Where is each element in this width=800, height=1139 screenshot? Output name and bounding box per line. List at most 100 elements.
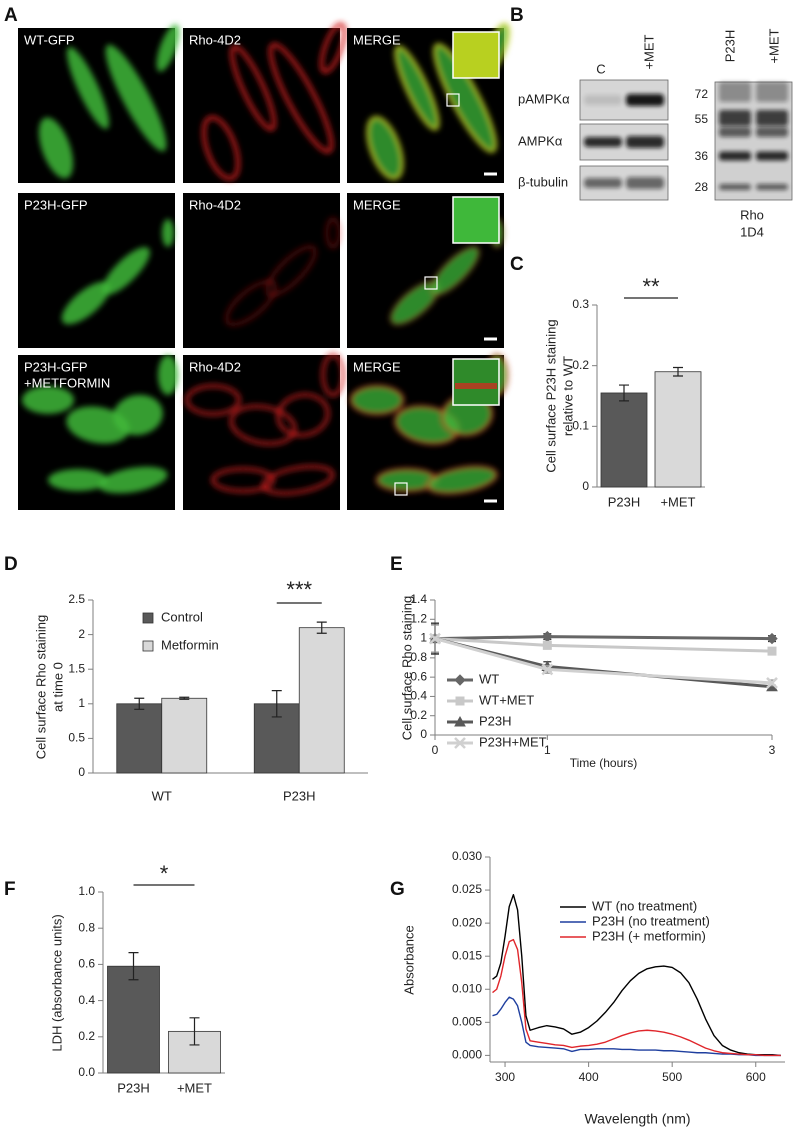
- error-bar: [316, 621, 327, 634]
- legend-marker: [454, 715, 466, 727]
- cells: [38, 24, 180, 179]
- y-tick-label: 0: [420, 727, 427, 741]
- inset-box: [446, 93, 460, 107]
- series-line: [492, 996, 781, 1057]
- bar: [600, 392, 648, 488]
- cell: [394, 45, 440, 131]
- y-tick-label: 0.000: [452, 1048, 482, 1062]
- y-tick-label: 2: [78, 627, 85, 641]
- blot-strip: [579, 123, 669, 161]
- cell: [224, 279, 278, 327]
- legend-marker: [454, 737, 466, 749]
- y-tick-label: 2.5: [68, 592, 85, 606]
- cell: [261, 464, 335, 496]
- y-tick-label: 1.2: [410, 611, 427, 625]
- blot-column-label: P23H: [722, 30, 737, 63]
- cell: [158, 355, 178, 395]
- x-tick-label: WT: [152, 788, 172, 803]
- legend-marker: [455, 696, 465, 706]
- cell: [425, 465, 499, 495]
- cell: [366, 116, 404, 180]
- legend-label: WT (no treatment): [592, 898, 697, 913]
- cell: [102, 247, 150, 295]
- cell: [395, 46, 439, 130]
- image-label: P23H-GFP: [24, 359, 88, 374]
- legend-marker: [454, 674, 466, 686]
- bar: [298, 627, 345, 774]
- blot-row-label: β-tubulin: [518, 174, 568, 189]
- legend-label: Metformin: [161, 637, 219, 652]
- blot-band: [626, 94, 664, 106]
- cells: [61, 219, 174, 325]
- legend-swatch: [142, 612, 154, 624]
- inset: [452, 358, 500, 406]
- series-line: [492, 893, 781, 1057]
- cell: [201, 115, 241, 181]
- bar: [116, 703, 163, 774]
- y-tick-label: 1: [420, 631, 427, 645]
- y-tick-label: 0.010: [452, 981, 482, 995]
- blot-band: [719, 82, 751, 102]
- legend-label: P23H (no treatment): [592, 913, 710, 928]
- panel-letter: E: [390, 554, 403, 575]
- cells: [224, 217, 341, 327]
- cell: [431, 247, 479, 295]
- x-tick-label: 400: [579, 1070, 599, 1084]
- micrograph: [183, 193, 340, 348]
- image-label: Rho-4D2: [189, 359, 241, 374]
- blot-band: [719, 127, 751, 137]
- series-line: [492, 938, 781, 1057]
- y-axis-label: LDH (absorbance units): [49, 914, 64, 1051]
- cell: [229, 404, 297, 446]
- image-label: +METFORMIN: [24, 375, 110, 390]
- y-axis-label: Cell surface Rho staining: [33, 615, 48, 760]
- blot-band: [756, 127, 788, 137]
- cell: [319, 22, 347, 74]
- panel-letter: B: [510, 5, 524, 26]
- cell: [321, 353, 345, 397]
- y-axis-label: Cell surface Rho staining: [399, 596, 414, 741]
- micrograph: [18, 193, 175, 348]
- cell: [433, 43, 497, 153]
- x-axis-label: Time (hours): [570, 756, 638, 770]
- image-label: MERGE: [353, 32, 401, 47]
- marker: [767, 646, 777, 656]
- cell: [211, 467, 275, 493]
- cell: [22, 386, 74, 414]
- error-bar: [134, 697, 145, 710]
- cell: [38, 117, 74, 179]
- x-tick-label: +MET: [177, 1080, 212, 1095]
- cell: [268, 42, 334, 154]
- y-axis-label: Absorbance: [401, 925, 416, 994]
- cells: [349, 353, 509, 495]
- y-axis-label: Cell surface P23H staining: [543, 319, 558, 472]
- error-bar: [179, 696, 190, 700]
- blot-band: [719, 151, 751, 161]
- x-tick-label: 300: [495, 1070, 515, 1084]
- cell: [156, 24, 180, 72]
- blot-band: [584, 95, 622, 105]
- micrograph: [183, 28, 340, 183]
- cell: [113, 394, 163, 436]
- blot-band: [626, 136, 664, 148]
- legend-label: WT+MET: [479, 692, 534, 707]
- inset: [452, 196, 500, 244]
- legend-label: P23H: [479, 713, 512, 728]
- marker-label: 36: [695, 149, 709, 163]
- cell: [229, 44, 277, 132]
- blot-column-label: +MET: [641, 34, 656, 69]
- blot-row-label: pAMPKα: [518, 91, 570, 106]
- error-bar: [619, 384, 629, 402]
- y-tick-label: 0.3: [572, 297, 589, 311]
- y-tick-label: 1.0: [78, 884, 95, 898]
- panel-letter: G: [390, 879, 405, 900]
- panel-letter: F: [4, 879, 16, 900]
- y-tick-label: 0.1: [572, 419, 589, 433]
- marker-label: 55: [695, 112, 709, 126]
- x-tick-label: 1: [544, 743, 551, 757]
- blot-row-label: AMPKα: [518, 133, 563, 148]
- blot-band: [719, 110, 751, 126]
- x-tick-label: 500: [662, 1070, 682, 1084]
